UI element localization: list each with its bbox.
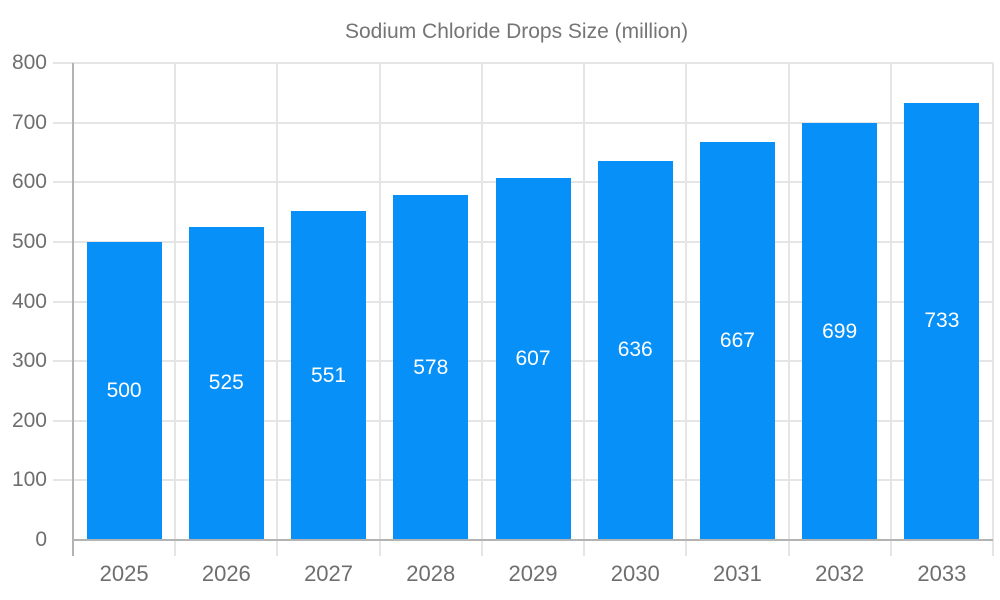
bar-value-label-2027: 551 [311,363,347,387]
gridline-v-1 [174,63,177,556]
legend-item[interactable]: Sodium Chloride Drops Size (million) [252,19,688,45]
gridline-v-3 [378,63,381,556]
x-tick-label-2031: 2031 [712,561,762,586]
bar-2028[interactable]: 578 [393,195,469,540]
bar-2033[interactable]: 733 [904,102,980,540]
gridline-v-7 [787,63,790,556]
bar-2026[interactable]: 525 [188,226,264,540]
bar-value-label-2028: 578 [413,355,449,379]
gridline-v-4 [480,63,483,556]
y-axis-line [72,63,74,556]
y-tick-label-700: 700 [11,110,47,134]
y-tick-label-800: 800 [11,51,47,74]
x-axis-line [73,539,993,541]
x-tick-label-2025: 2025 [99,561,149,586]
y-tick-label-400: 400 [11,289,47,313]
legend-swatch [252,21,331,43]
gridline-v-6 [685,63,688,556]
x-tick-label-2028: 2028 [406,561,456,586]
x-tick-label-2030: 2030 [610,561,660,586]
gridline-h-700 [53,121,993,124]
x-tick-label-2027: 2027 [304,561,354,586]
bar-value-label-2026: 525 [208,371,244,395]
bar-value-label-2029: 607 [515,347,551,371]
gridline-v-9 [992,63,994,556]
gridline-v-5 [583,63,586,556]
x-tick-label-2032: 2032 [815,561,865,586]
legend-label: Sodium Chloride Drops Size (million) [345,20,689,43]
x-tick-label-2033: 2033 [917,561,967,586]
y-tick-label-0: 0 [35,528,47,551]
bar-2032[interactable]: 699 [802,123,878,540]
y-tick-label-200: 200 [11,408,47,432]
bar-value-label-2032: 699 [822,319,858,343]
bar-value-label-2030: 636 [617,338,653,362]
y-tick-label-100: 100 [11,468,47,492]
y-tick-label-500: 500 [11,229,47,253]
bar-value-label-2031: 667 [719,329,755,353]
bar-2027[interactable]: 551 [291,211,367,540]
gridline-v-8 [889,63,892,556]
plot-area: 500 2025 525 2026 551 2027 578 2028 607 2029 636 20… [12,51,994,586]
y-tick-label-300: 300 [11,349,47,373]
bar-value-label-2033: 733 [924,309,960,333]
bar-value-label-2025: 500 [106,378,142,402]
gridline-v-2 [276,63,279,556]
bar-2029[interactable]: 607 [495,178,571,540]
x-tick-label-2029: 2029 [508,561,558,586]
bar-2025[interactable]: 500 [86,241,162,540]
bar-2030[interactable]: 636 [597,160,673,540]
x-tick-label-2026: 2026 [201,561,251,586]
gridline-h-800 [53,62,993,64]
bar-2031[interactable]: 667 [699,142,775,540]
y-tick-label-600: 600 [11,170,47,194]
